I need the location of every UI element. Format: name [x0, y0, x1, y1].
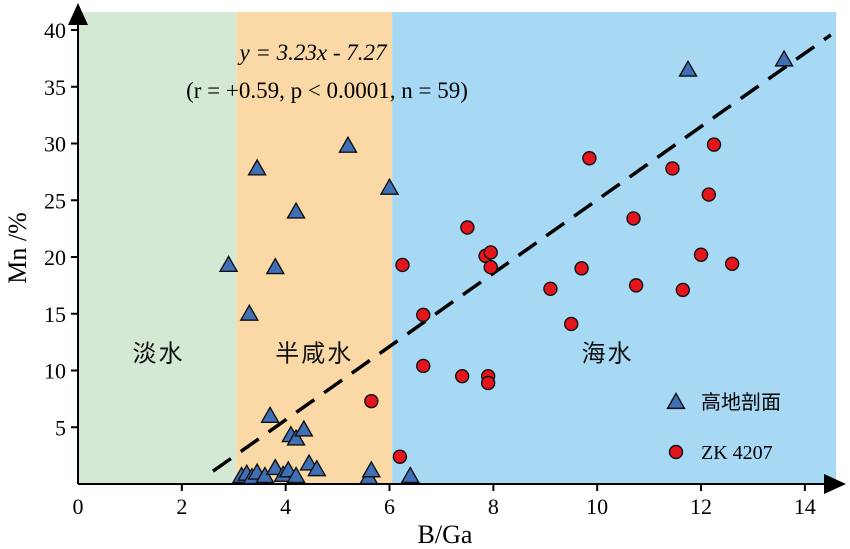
- x-tick-label: 12: [690, 494, 712, 519]
- circle-point: [483, 260, 498, 275]
- y-tick-label: 10: [44, 359, 66, 384]
- circle-point: [416, 307, 431, 323]
- triangle-point: [286, 428, 306, 446]
- circle-point: [582, 151, 597, 166]
- legend-label-0: 高地剖面: [701, 390, 781, 414]
- x-tick-label: 0: [73, 494, 84, 519]
- legend-circle-marker: [668, 444, 684, 460]
- x-tick-label: 2: [176, 494, 187, 519]
- region-band-2: [392, 12, 836, 484]
- regression-stats: (r = +0.59, p < 0.0001, n = 59): [186, 78, 468, 103]
- circle-point: [706, 137, 722, 152]
- triangle-point: [286, 201, 306, 219]
- x-tick-label: 8: [488, 494, 499, 519]
- triangle-point: [294, 419, 314, 437]
- region-label-2: 海水: [582, 339, 634, 367]
- region-label-1: 半咸水: [275, 339, 353, 367]
- region-band-0: [78, 12, 237, 484]
- circle-point: [543, 281, 558, 296]
- y-tick-label: 5: [55, 415, 66, 440]
- triangle-point: [265, 458, 285, 476]
- circle-point: [701, 187, 717, 202]
- axes: [68, 3, 846, 494]
- y-axis-arrow: [68, 3, 88, 25]
- x-tick-label: 6: [384, 494, 395, 519]
- y-ticks: 5 10 15 20 25 30 35 40: [44, 18, 78, 440]
- circle-point: [395, 257, 410, 273]
- x-axis-title: B/Ga: [418, 520, 473, 549]
- circle-point: [564, 316, 579, 332]
- circle-point: [480, 375, 496, 391]
- legend-triangle-marker: [666, 392, 686, 410]
- y-tick-label: 20: [44, 245, 66, 270]
- circle-point: [693, 247, 709, 262]
- region-labels: 淡水 半咸水 海水: [132, 339, 634, 367]
- triangle-point: [307, 459, 327, 477]
- data-points: [218, 49, 794, 485]
- x-tick-label: 10: [586, 494, 608, 519]
- salinity-regions: [78, 12, 836, 484]
- x-tick-label: 14: [794, 494, 816, 519]
- series-1: [364, 137, 740, 464]
- triangle-point: [218, 255, 239, 273]
- trendline: [211, 33, 832, 473]
- trendline-group: [211, 33, 832, 473]
- y-tick-label: 40: [44, 18, 66, 43]
- circle-point: [364, 393, 379, 409]
- y-tick-label: 35: [44, 75, 66, 100]
- x-tick-label: 4: [280, 494, 291, 519]
- triangle-point: [379, 177, 400, 195]
- legend: 高地剖面 ZK 4207: [666, 390, 781, 464]
- y-tick-label: 15: [44, 302, 66, 327]
- circle-point: [628, 278, 644, 293]
- triangle-point: [265, 257, 285, 275]
- triangle-point: [239, 303, 260, 321]
- triangle-point: [678, 59, 698, 77]
- circle-point: [675, 282, 691, 298]
- triangle-point: [774, 49, 794, 67]
- x-ticks: 0 2 4 6 8 10 12 14: [73, 484, 816, 519]
- x-axis-arrow: [824, 474, 846, 494]
- region-label-0: 淡水: [132, 339, 184, 367]
- triangle-point: [361, 460, 382, 478]
- circle-point: [392, 449, 408, 464]
- legend-label-1: ZK 4207: [701, 442, 773, 464]
- regression-equation: y = 3.23x - 7.27: [237, 40, 388, 65]
- y-axis-title: Mn /%: [3, 212, 32, 284]
- circle-point: [483, 245, 498, 260]
- circle-point: [626, 211, 641, 226]
- triangle-point: [260, 405, 280, 423]
- circle-point: [574, 261, 589, 276]
- series-0: [218, 49, 794, 485]
- regression-annotation: y = 3.23x - 7.27 (r = +0.59, p < 0.0001,…: [186, 40, 468, 103]
- triangle-point: [286, 466, 306, 484]
- circle-point: [460, 220, 475, 235]
- circle-point: [724, 256, 740, 272]
- circle-point: [416, 358, 431, 374]
- y-tick-label: 25: [44, 188, 66, 213]
- triangle-point: [247, 158, 267, 176]
- circle-point: [454, 368, 470, 384]
- circle-point: [665, 161, 680, 176]
- triangle-point: [400, 466, 420, 484]
- triangle-point: [338, 135, 358, 153]
- y-tick-label: 30: [44, 132, 66, 157]
